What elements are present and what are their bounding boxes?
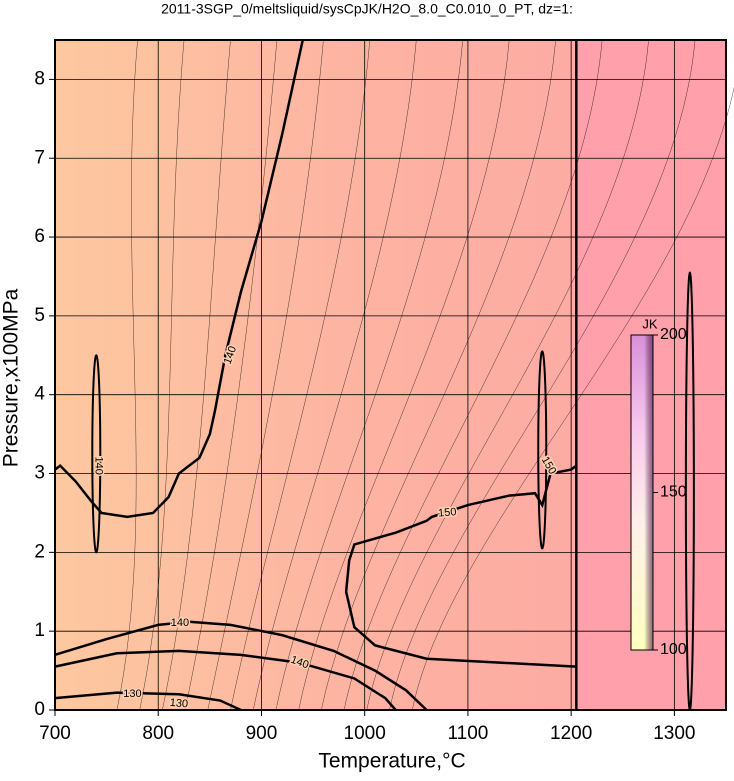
x-tick-label: 900: [246, 723, 278, 744]
colorbar-shade: [630, 334, 654, 651]
x-tick-label: 1300: [653, 723, 695, 744]
x-axis-label: Temperature,°C: [318, 750, 465, 773]
x-tick-label: 1200: [550, 723, 592, 744]
x-tick-label: 1100: [447, 723, 488, 744]
y-tick-label: 5: [34, 305, 45, 326]
y-tick-label: 1: [34, 620, 45, 641]
spike: [537, 350, 548, 550]
contour-line: [344, 464, 578, 668]
contour-line: [54, 691, 242, 712]
x-tick-label: 800: [142, 723, 174, 744]
contour-texture: [411, 86, 734, 711]
x-tick-label: 700: [39, 723, 71, 744]
contour-texture: [321, 39, 556, 711]
contour-texture: [275, 39, 464, 711]
contour-texture: [252, 39, 417, 711]
colorbar-tick-label: 200: [660, 326, 687, 343]
y-tick-label: 0: [34, 699, 45, 720]
contour-texture: [230, 39, 371, 711]
y-tick-label: 3: [34, 463, 45, 484]
contour-label: 140: [92, 456, 104, 474]
contour-texture: [162, 39, 231, 711]
contour-line: [54, 620, 428, 711]
colorbar-tick-label: 100: [660, 641, 687, 658]
x-tick-label: 1000: [344, 723, 386, 744]
contour-texture: [116, 39, 138, 711]
y-axis-label: Pressure,x100MPa: [0, 288, 23, 467]
y-tick-label: 2: [34, 541, 45, 562]
contour-texture: [343, 39, 603, 711]
colorbar-label: JK: [642, 316, 658, 331]
colorbar-tick-label: 150: [660, 484, 687, 501]
contour-label: 140: [171, 617, 189, 629]
spike: [91, 354, 102, 554]
contour-line: [54, 39, 304, 519]
contour-label: 130: [169, 697, 188, 711]
contour-texture: [298, 39, 510, 711]
plot-frame: [54, 39, 727, 711]
contour-label: 150: [438, 506, 457, 520]
contour-texture: [389, 39, 696, 711]
y-tick-label: 7: [34, 147, 45, 168]
contour-line: [54, 649, 397, 711]
y-tick-label: 4: [34, 384, 45, 405]
chart-title: 2011-3SGP_0/meltsliquid/sysCpJK/H2O_8.0_…: [161, 1, 573, 17]
y-tick-label: 6: [34, 226, 45, 247]
y-tick-label: 8: [34, 68, 45, 89]
contour-label: 130: [123, 688, 141, 700]
contour-texture: [366, 39, 649, 711]
contour-texture: [139, 39, 185, 711]
